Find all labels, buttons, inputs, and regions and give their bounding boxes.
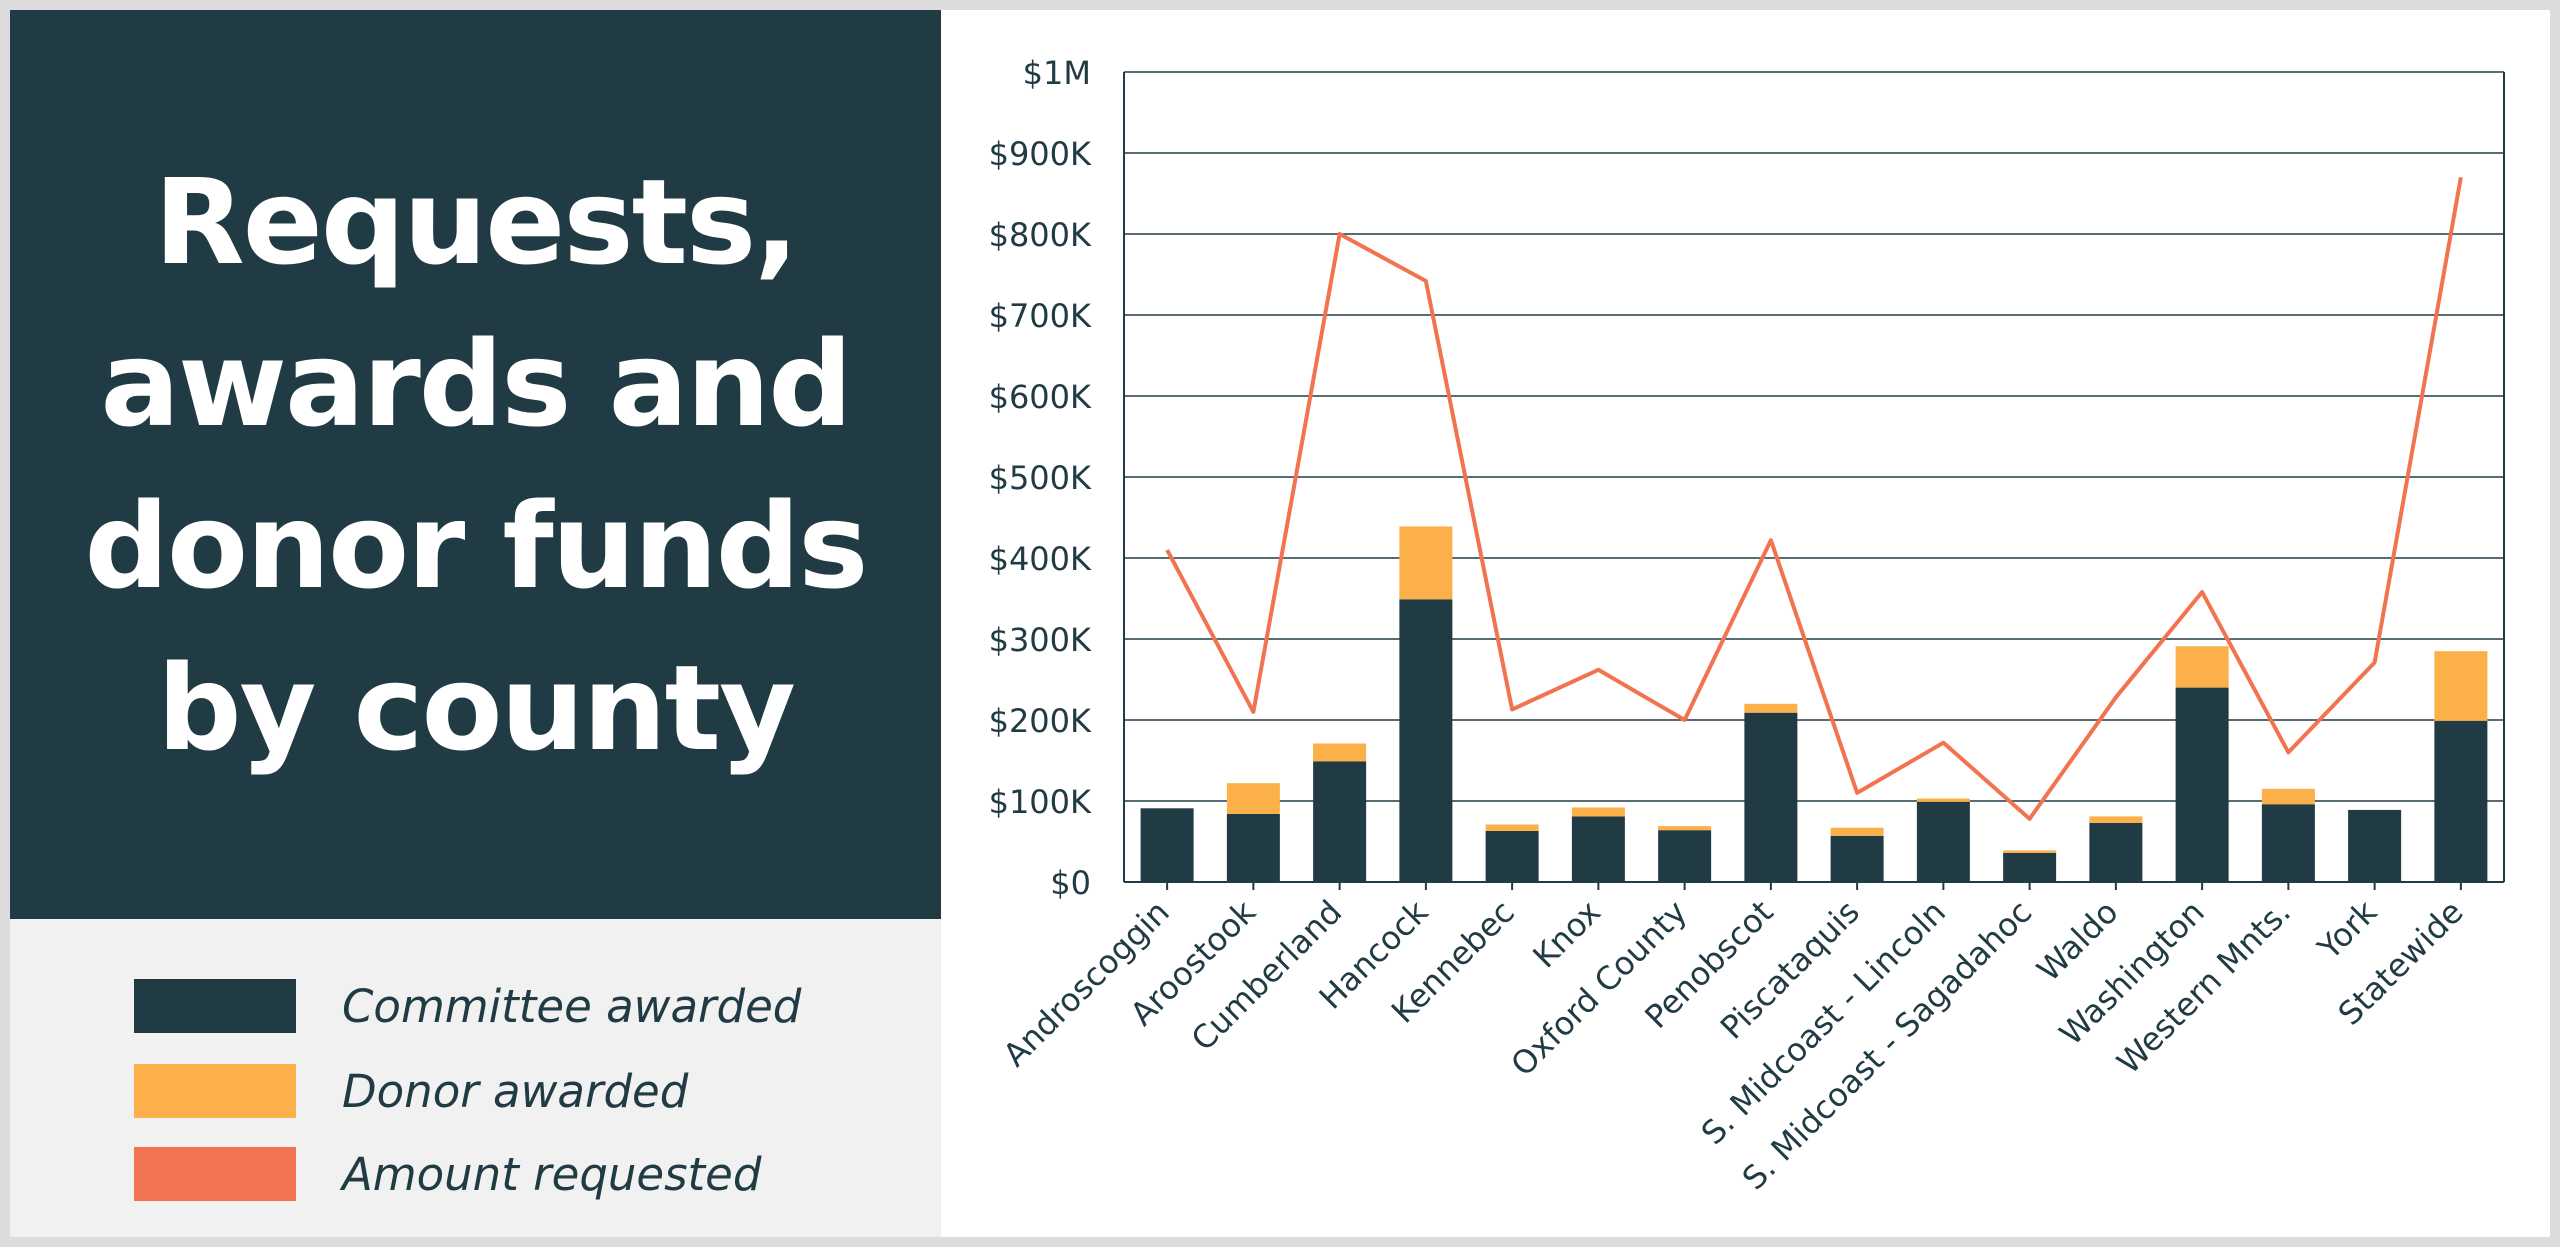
bar-donor-awarded: [1485, 824, 1539, 831]
bar-donor-awarded: [1571, 807, 1625, 817]
infographic-frame: Requests, awards and donor funds by coun…: [10, 10, 2550, 1237]
bar-committee-awarded: [1571, 816, 1625, 882]
bar-donor-awarded: [1744, 703, 1798, 713]
legend: Committee awarded Donor awarded Amount r…: [10, 919, 941, 1237]
bar-committee-awarded: [1313, 761, 1367, 882]
bar-committee-awarded: [2175, 687, 2229, 882]
bar-donor-awarded: [1658, 826, 1712, 831]
bar-committee-awarded: [1226, 813, 1280, 882]
y-tick-label: $100K: [989, 783, 1092, 821]
bar-donor-awarded: [1830, 827, 1884, 836]
legend-swatch-amount-requested: [134, 1147, 296, 1201]
bar-donor-awarded: [2434, 651, 2488, 721]
bar-donor-awarded: [1313, 743, 1367, 762]
line-amount-requested: [1165, 176, 2463, 821]
y-tick-label: $900K: [989, 135, 1092, 173]
bar-committee-awarded: [1830, 835, 1884, 882]
x-tick-label: York: [2310, 892, 2385, 967]
bar-committee-awarded: [2261, 804, 2315, 882]
legend-swatch-committee-awarded: [134, 979, 296, 1033]
y-tick-label: $0: [1050, 864, 1091, 902]
bar-committee-awarded: [2003, 852, 2057, 882]
legend-item-committee-awarded: Committee awarded: [134, 979, 801, 1033]
bar-donor-awarded: [1916, 798, 1970, 802]
y-tick-label: $1M: [1023, 54, 1091, 92]
y-tick-label: $700K: [989, 297, 1092, 335]
bar-committee-awarded: [1658, 830, 1712, 882]
y-tick-label: $800K: [989, 216, 1092, 254]
legend-label-committee-awarded: Committee awarded: [342, 979, 802, 1033]
bar-donor-awarded: [1399, 526, 1453, 600]
bar-donor-awarded: [1226, 783, 1280, 814]
bar-committee-awarded: [1744, 712, 1798, 882]
legend-item-donor-awarded: Donor awarded: [134, 1064, 688, 1118]
legend-label-donor-awarded: Donor awarded: [342, 1064, 689, 1118]
bar-donor-awarded: [2261, 788, 2315, 805]
legend-swatch-donor-awarded: [134, 1064, 296, 1118]
y-tick-label: $500K: [989, 459, 1092, 497]
bar-committee-awarded: [1485, 830, 1539, 882]
bar-committee-awarded: [2089, 822, 2143, 882]
title-panel: Requests, awards and donor funds by coun…: [10, 10, 941, 919]
bar-line-chart: $0 $100K $200K $300K $400K $500K $600K $700K $80…: [989, 54, 2505, 1197]
chart-title: Requests, awards and donor funds by coun…: [84, 152, 869, 777]
x-tick-label: Knox: [1525, 893, 1608, 976]
bar-committee-awarded: [2348, 809, 2402, 882]
legend-item-amount-requested: Amount requested: [134, 1147, 761, 1201]
bar-committee-awarded: [1399, 599, 1453, 882]
y-tick-label: $400K: [989, 540, 1092, 578]
x-tick-label: Cumberland: [1184, 893, 1349, 1058]
y-tick-label: $200K: [989, 702, 1092, 740]
bar-committee-awarded: [1140, 808, 1194, 882]
bar-committee-awarded: [1916, 801, 1970, 882]
bar-donor-awarded: [2175, 646, 2229, 688]
legend-label-amount-requested: Amount requested: [342, 1147, 762, 1201]
chart-area: $0 $100K $200K $300K $400K $500K $600K $700K $80…: [941, 10, 2550, 1237]
bar-donor-awarded: [2003, 850, 2057, 853]
bar-donor-awarded: [2089, 816, 2143, 823]
bar-committee-awarded: [2434, 720, 2488, 882]
y-tick-label: $300K: [989, 621, 1092, 659]
y-tick-label: $600K: [989, 378, 1092, 416]
